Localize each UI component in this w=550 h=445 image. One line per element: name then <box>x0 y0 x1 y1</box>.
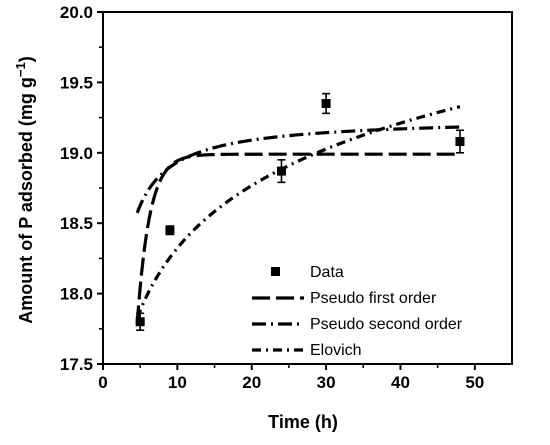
x-tick-label: 30 <box>317 373 336 392</box>
x-tick-label: 10 <box>168 373 187 392</box>
legend-label-elovich: Elovich <box>310 342 362 359</box>
data-point <box>455 137 465 147</box>
y-axis-label: Amount of P adsorbed (mg g−1) <box>13 56 36 324</box>
legend-label-data: Data <box>310 264 344 281</box>
model-curve-elovich <box>135 105 461 319</box>
legend: Data Pseudo first order Pseudo second orde… <box>252 264 463 359</box>
y-tick-label: 18.5 <box>60 214 93 233</box>
x-axis-label: Time (h) <box>268 412 338 432</box>
plot-frame <box>102 11 513 365</box>
legend-label-pso: Pseudo second order <box>310 316 463 333</box>
y-axis-label-superscript: −1 <box>13 62 28 77</box>
legend-marker-data <box>271 267 280 276</box>
x-tick-label: 20 <box>242 373 261 392</box>
model-curve-pso <box>135 125 460 214</box>
y-tick-label: 18.0 <box>60 285 93 304</box>
y-tick-label: 19.5 <box>60 73 93 92</box>
axis-ticks: 0 10 20 30 40 50 17.5 18.0 18.5 19.0 19.5 20.0 <box>60 3 484 392</box>
y-tick-label: 19.0 <box>60 144 93 163</box>
model-curve-pfo <box>135 152 460 324</box>
data-point <box>165 225 175 235</box>
y-tick-label: 17.5 <box>60 355 93 374</box>
x-tick-label: 50 <box>465 373 484 392</box>
data-point <box>321 99 331 109</box>
x-tick-label: 40 <box>391 373 410 392</box>
data-point <box>276 166 286 176</box>
y-axis-label-end: ) <box>16 56 36 62</box>
legend-label-pfo: Pseudo first order <box>310 290 437 307</box>
data-point <box>135 317 145 327</box>
y-axis-label-main: Amount of P adsorbed (mg g <box>16 77 36 324</box>
model-curves <box>135 105 461 324</box>
y-tick-label: 20.0 <box>60 3 93 22</box>
data-points <box>135 92 465 332</box>
x-tick-label: 0 <box>98 373 107 392</box>
